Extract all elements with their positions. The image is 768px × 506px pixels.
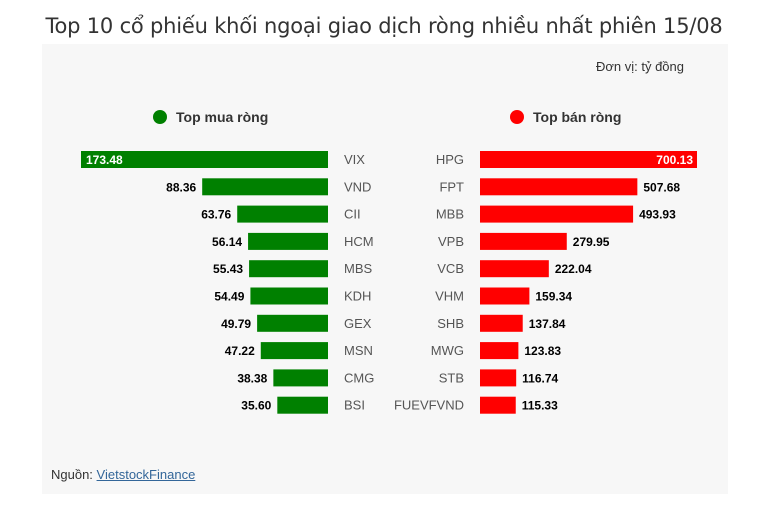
sell-bar	[480, 232, 567, 250]
sell-bar	[480, 205, 634, 223]
legend-buy-label: Top mua ròng	[176, 109, 269, 125]
buy-category-label: HCM	[344, 234, 374, 249]
source-note: Nguồn: VietstockFinance	[51, 467, 195, 482]
chart-panel: Đơn vị: tỷ đồng Top mua ròng Top bán ròn…	[42, 44, 728, 494]
buy-bar	[249, 260, 328, 278]
buy-value-label: 63.76	[201, 208, 231, 222]
sell-category-label: VPB	[438, 234, 464, 249]
sell-bar	[480, 396, 516, 414]
buy-value-label: 88.36	[166, 180, 196, 194]
buy-bar	[273, 369, 328, 387]
sell-value-label: 222.04	[555, 262, 592, 276]
buy-bar	[248, 232, 328, 250]
sell-category-label: FUEVFVND	[394, 398, 464, 413]
buy-value-label: 54.49	[214, 290, 244, 304]
sell-value-label: 493.93	[639, 208, 676, 222]
sell-value-label: 115.33	[522, 399, 558, 413]
sell-bar	[480, 287, 530, 305]
sell-bar	[480, 314, 523, 332]
bar-chart: 173.48 VIX 88.36 VND 63.76 CII 56.14 HCM 55.43 MB…	[81, 151, 697, 414]
buy-value-label: 35.60	[241, 399, 271, 413]
buy-bar	[250, 287, 328, 305]
buy-bar	[237, 205, 328, 223]
chart-title: Top 10 cổ phiếu khối ngoại giao dịch ròn…	[45, 14, 723, 38]
sell-category-label: STB	[439, 370, 464, 385]
unit-note: Đơn vị: tỷ đồng	[595, 59, 684, 74]
buy-bar	[277, 396, 328, 414]
sell-category-label: MWG	[431, 343, 464, 358]
buy-category-label: CII	[344, 207, 361, 222]
buy-bar	[81, 151, 328, 168]
sell-category-label: MBB	[436, 207, 464, 222]
sell-category-label: VCB	[437, 261, 464, 276]
sell-value-label: 116.74	[522, 371, 558, 385]
buy-category-label: VIX	[344, 152, 365, 167]
sell-value-label: 279.95	[573, 235, 610, 249]
buy-value-label: 47.22	[225, 344, 255, 358]
buy-value-label: 55.43	[213, 262, 243, 276]
buy-category-label: BSI	[344, 398, 365, 413]
sell-value-label: 137.84	[529, 317, 566, 331]
buy-category-label: VND	[344, 179, 371, 194]
legend-buy: Top mua ròng	[153, 109, 268, 125]
buy-value-label: 49.79	[221, 317, 251, 331]
buy-value-label: 56.14	[212, 235, 242, 249]
buy-bar	[202, 178, 328, 196]
buy-category-label: CMG	[344, 370, 374, 385]
legend-sell: Top bán ròng	[510, 109, 621, 125]
source-link[interactable]: VietstockFinance	[96, 467, 196, 482]
sell-value-label: 123.83	[524, 344, 561, 358]
buy-category-label: GEX	[344, 316, 372, 331]
sell-bar	[480, 151, 697, 168]
sell-value-label: 159.34	[535, 290, 572, 304]
buy-bar	[260, 342, 328, 360]
sell-category-label: SHB	[437, 316, 464, 331]
buy-category-label: KDH	[344, 289, 371, 304]
buy-value-label: 173.48	[86, 153, 123, 167]
legend-buy-dot	[153, 110, 167, 124]
legend-sell-dot	[510, 110, 524, 124]
sell-bar	[480, 260, 549, 278]
sell-bar	[480, 178, 638, 196]
buy-value-label: 38.38	[237, 371, 267, 385]
sell-category-label: FPT	[439, 179, 464, 194]
sell-value-label: 507.68	[643, 180, 680, 194]
source-label: Nguồn:	[51, 467, 97, 482]
sell-bar	[480, 342, 519, 360]
sell-bar	[480, 369, 517, 387]
sell-category-label: VHM	[435, 289, 464, 304]
buy-category-label: MSN	[344, 343, 373, 358]
legend-sell-label: Top bán ròng	[533, 109, 622, 125]
sell-value-label: 700.13	[656, 153, 693, 167]
sell-category-label: HPG	[436, 152, 464, 167]
buy-bar	[257, 314, 328, 332]
buy-category-label: MBS	[344, 261, 373, 276]
